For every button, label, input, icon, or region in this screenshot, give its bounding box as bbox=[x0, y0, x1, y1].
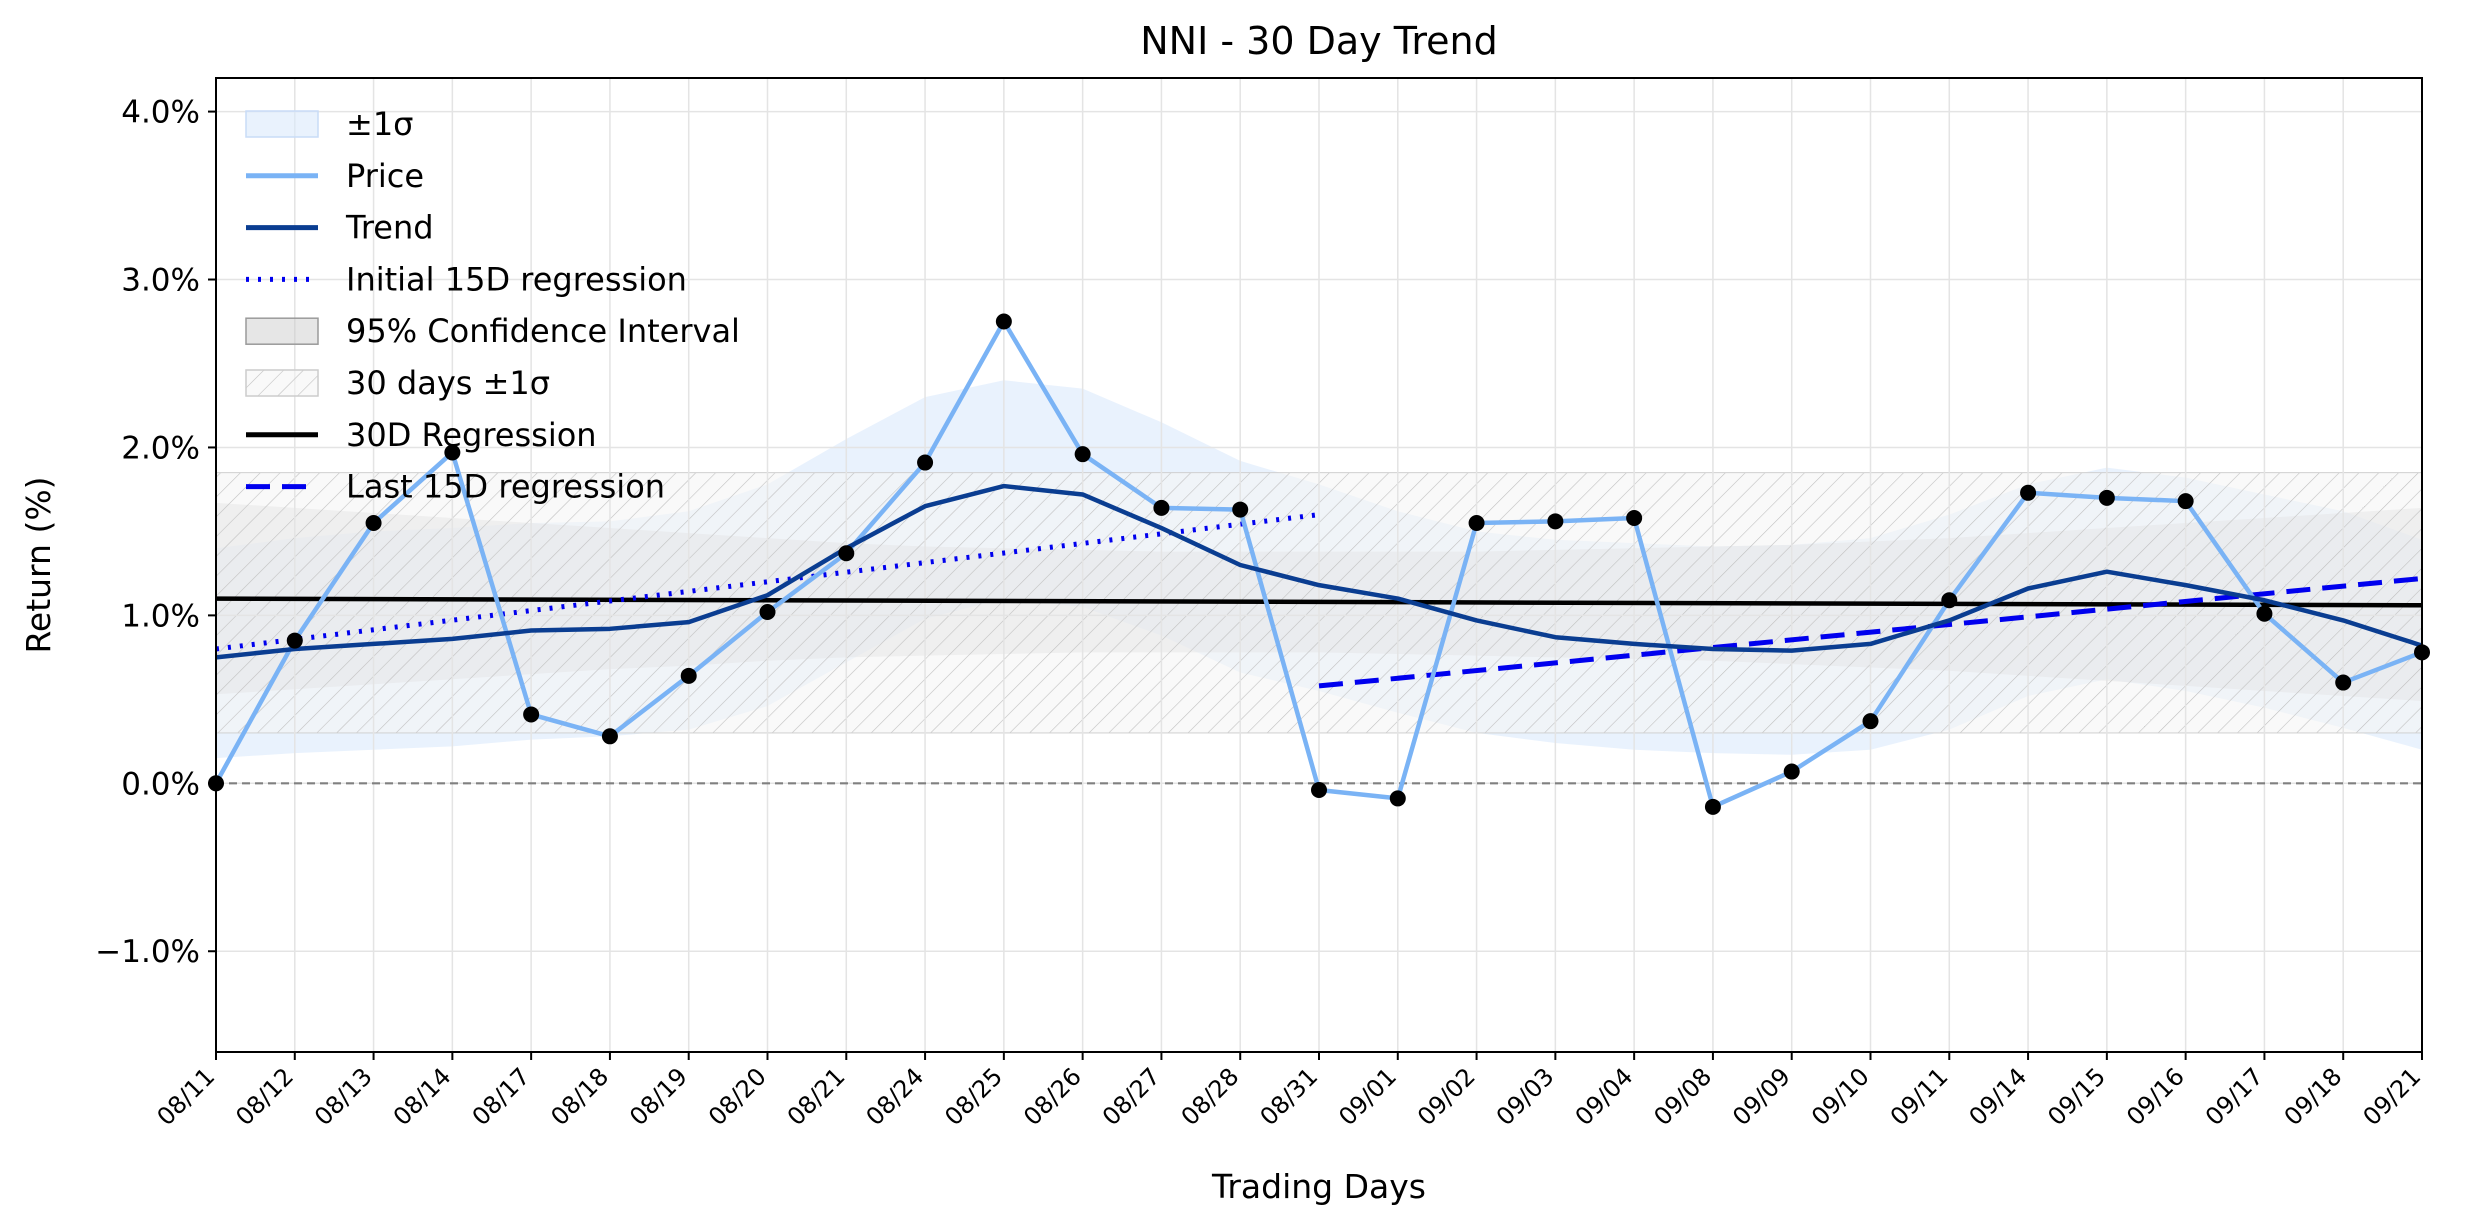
legend-item: Last 15D regression bbox=[246, 468, 665, 506]
x-tick-label: 09/15 bbox=[2042, 1062, 2111, 1131]
price-point bbox=[680, 667, 697, 684]
y-axis-label: Return (%) bbox=[19, 476, 58, 653]
price-point bbox=[1547, 513, 1564, 530]
price-point bbox=[1389, 790, 1406, 807]
x-tick-label: 09/21 bbox=[2358, 1062, 2427, 1131]
x-tick-label: 09/11 bbox=[1885, 1062, 1954, 1131]
legend-item: 30D Regression bbox=[246, 416, 597, 454]
y-tick-label: −1.0% bbox=[95, 934, 200, 970]
price-point bbox=[1783, 763, 1800, 780]
price-point bbox=[1074, 446, 1091, 463]
legend-label: Last 15D regression bbox=[346, 468, 665, 506]
x-tick-label: 08/12 bbox=[230, 1062, 299, 1131]
price-point bbox=[444, 444, 461, 461]
x-tick-label: 09/10 bbox=[1806, 1062, 1875, 1131]
x-tick-label: 08/21 bbox=[782, 1062, 851, 1131]
x-tick-label: 09/09 bbox=[1727, 1062, 1796, 1131]
y-tick-label: 1.0% bbox=[121, 598, 200, 634]
price-point bbox=[1626, 509, 1643, 526]
y-tick-label: 2.0% bbox=[121, 430, 200, 466]
price-point bbox=[995, 313, 1012, 330]
x-tick-label: 09/02 bbox=[1412, 1062, 1481, 1131]
x-tick-label: 09/16 bbox=[2121, 1062, 2190, 1131]
legend-label: Price bbox=[346, 157, 424, 195]
x-tick-label: 08/13 bbox=[309, 1062, 378, 1131]
initial-15d-regression-line bbox=[215, 512, 1320, 652]
x-tick-label: 09/04 bbox=[1570, 1062, 1639, 1131]
legend-label: 95% Confidence Interval bbox=[346, 312, 740, 350]
price-point bbox=[365, 515, 382, 532]
legend-label: Initial 15D regression bbox=[346, 260, 687, 298]
legend-item: Trend bbox=[246, 209, 434, 247]
price-point bbox=[1153, 499, 1170, 516]
x-tick-label: 08/18 bbox=[545, 1062, 614, 1131]
price-point bbox=[1232, 501, 1249, 518]
legend-swatch bbox=[245, 110, 319, 138]
legend-label: 30 days ±1σ bbox=[346, 364, 550, 402]
legend-label: ±1σ bbox=[346, 105, 413, 143]
x-tick-label: 08/14 bbox=[388, 1062, 457, 1131]
price-point bbox=[1941, 592, 1958, 609]
legend-item: ±1σ bbox=[245, 105, 413, 143]
x-tick-label: 08/17 bbox=[467, 1062, 536, 1131]
x-tick-label: 09/01 bbox=[1333, 1062, 1402, 1131]
x-tick-label: 08/20 bbox=[703, 1062, 772, 1131]
x-tick-label: 08/26 bbox=[1018, 1062, 1087, 1131]
price-point bbox=[1468, 515, 1485, 532]
x-tick-label: 09/14 bbox=[1964, 1062, 2033, 1131]
price-point bbox=[286, 632, 303, 649]
legend-item: Initial 15D regression bbox=[246, 260, 687, 298]
x-tick-label: 08/25 bbox=[939, 1062, 1008, 1131]
price-point bbox=[2256, 605, 2273, 622]
price-point bbox=[2020, 484, 2037, 501]
y-tick-label: 3.0% bbox=[121, 263, 200, 299]
x-axis-label: Trading Days bbox=[1211, 1167, 1426, 1206]
30d-regression-line bbox=[215, 596, 2423, 608]
x-tick-label: 08/24 bbox=[861, 1062, 930, 1131]
legend-label: 30D Regression bbox=[346, 416, 597, 454]
legend-swatch bbox=[245, 369, 319, 397]
chart-title: NNI - 30 Day Trend bbox=[1140, 19, 1497, 63]
x-tick-label: 08/31 bbox=[1255, 1062, 1324, 1131]
legend-item: 95% Confidence Interval bbox=[245, 312, 740, 350]
price-point bbox=[759, 604, 776, 621]
price-point bbox=[838, 545, 855, 562]
x-tick-label: 09/08 bbox=[1648, 1062, 1717, 1131]
y-tick-label: 4.0% bbox=[121, 95, 200, 131]
legend-swatch bbox=[245, 317, 319, 345]
legend-item: 30 days ±1σ bbox=[245, 364, 550, 402]
price-point bbox=[917, 454, 934, 471]
price-point bbox=[2335, 674, 2352, 691]
x-tick-label: 09/18 bbox=[2279, 1062, 2348, 1131]
price-point bbox=[601, 728, 618, 745]
y-tick-label: 0.0% bbox=[121, 766, 200, 802]
price-point bbox=[523, 706, 540, 723]
x-tick-label: 08/19 bbox=[624, 1062, 693, 1131]
price-point bbox=[1704, 798, 1721, 815]
price-point bbox=[1862, 713, 1879, 730]
price-point bbox=[1311, 782, 1327, 799]
legend: ±1σ Price Trend Initial 15D regression 95% C… bbox=[245, 105, 740, 506]
x-tick-label: 09/03 bbox=[1491, 1062, 1560, 1131]
x-tick-label: 08/28 bbox=[1176, 1062, 1245, 1131]
legend-label: Trend bbox=[345, 209, 434, 247]
price-point bbox=[2177, 493, 2194, 510]
price-point bbox=[2098, 489, 2115, 506]
x-tick-label: 08/27 bbox=[1097, 1062, 1166, 1131]
trend-line bbox=[215, 483, 2423, 660]
legend-item: Price bbox=[246, 157, 424, 195]
x-tick-label: 09/17 bbox=[2200, 1062, 2269, 1131]
x-tick-label: 08/11 bbox=[152, 1062, 221, 1131]
